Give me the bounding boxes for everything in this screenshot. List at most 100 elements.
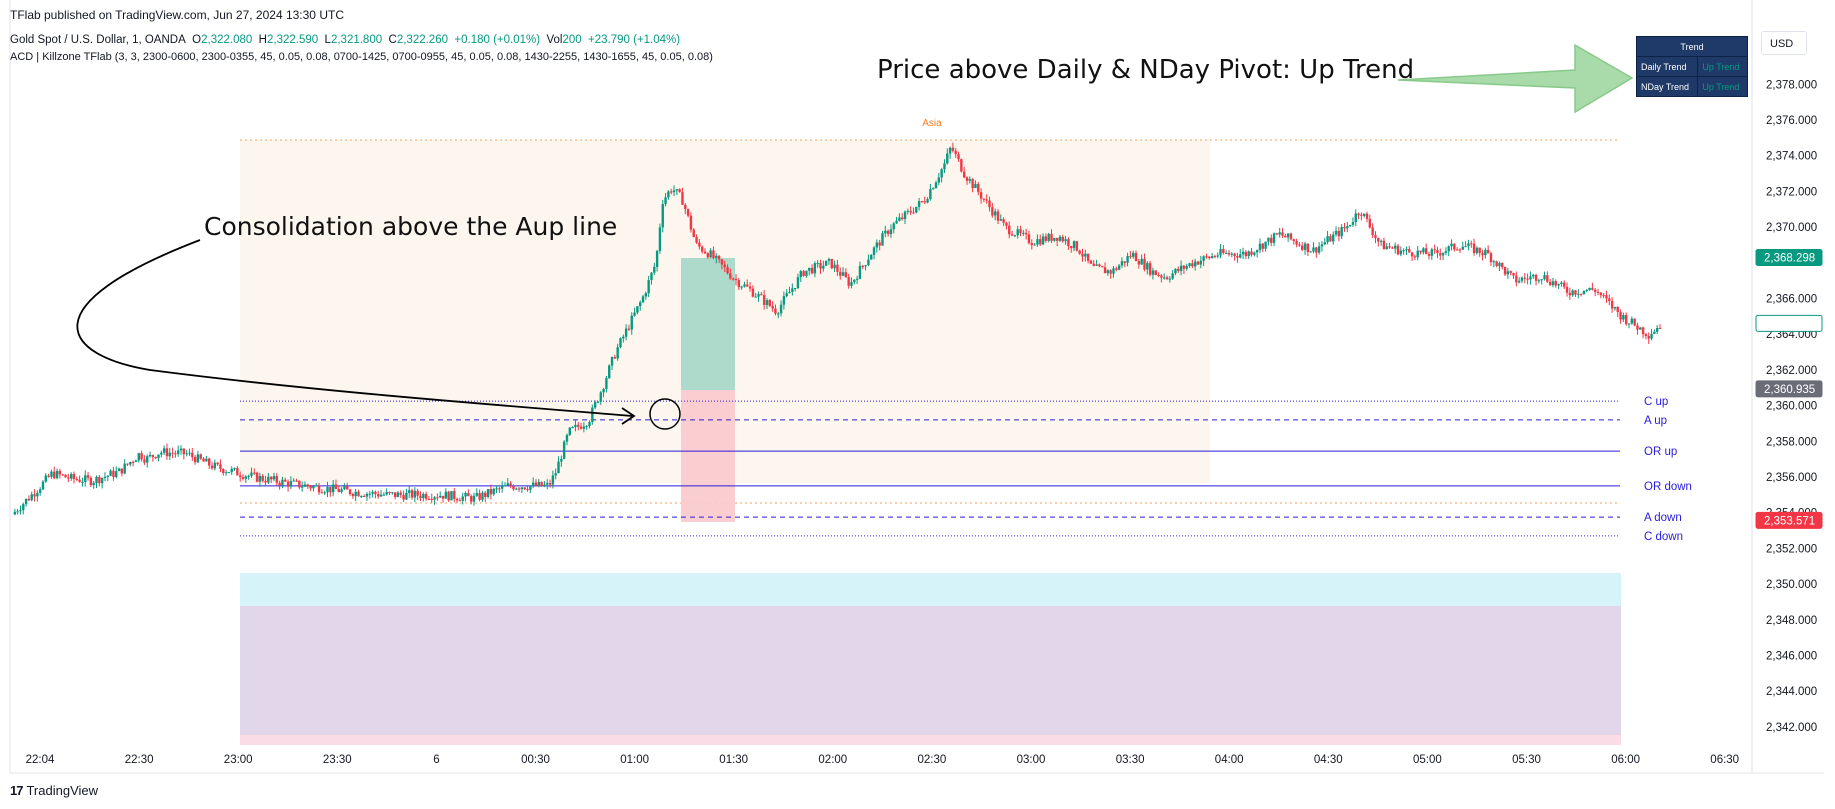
candle-body [639,302,642,307]
candle-body [577,424,580,427]
candle-body [16,511,19,513]
candle-body [379,494,383,497]
candle-body [1517,280,1521,283]
candle-body [444,491,448,499]
x-tick-label: 02:30 [918,754,947,766]
candle-body [1109,270,1112,274]
long-position-profit-zone[interactable] [681,258,735,390]
candle-body [1379,240,1383,242]
candle-body [202,458,205,462]
currency-button[interactable]: USD [1761,31,1807,55]
candle-body [238,475,242,478]
candle-body [84,475,87,482]
candle-body [717,255,721,260]
candle-body [1177,268,1180,271]
candle-body [951,147,955,151]
volume-change: +23.790 (+1.04%) [588,34,681,46]
candle-body [486,489,490,497]
candle-body [1467,243,1470,247]
candle-body [616,347,619,359]
candle-body [489,489,493,495]
candle-body [269,476,273,480]
candle-body [416,490,419,496]
candle-body [410,490,414,498]
candle-body [796,277,800,289]
candle-body [196,454,200,463]
candle-body [1168,278,1172,280]
candle-body [881,233,884,246]
candle-body [438,495,442,498]
candle-body [878,242,881,246]
symbol-name[interactable]: Gold Spot / U.S. Dollar, 1, OANDA [10,34,186,46]
candle-body [255,472,259,482]
candle-body [613,357,617,359]
candle-body [1653,331,1656,334]
candle-body [120,468,124,474]
candle-body [1647,336,1650,339]
candle-body [174,453,177,455]
candle-body [419,495,422,499]
y-axis[interactable]: 2,378.000 2,376.000 2,374.000 2,372.000 2,37… [1766,79,1817,734]
candle-body [1591,287,1594,290]
trend-table: Trend Daily Trend Up Trend NDay Trend Up… [1635,36,1748,97]
candle-body [1298,244,1301,246]
candle-body [557,461,560,474]
y-tick-label: 2,366.000 [1766,294,1817,306]
candle-body [1255,250,1259,253]
indicator-legend[interactable]: ACD | Killzone TFlab (3, 3, 2300-0600, 2… [10,51,713,63]
candle-body [193,457,197,463]
candle-body [1486,249,1490,254]
candle-body [517,488,521,490]
candle-body [143,459,146,463]
candle-body [1117,265,1121,270]
candle-body [393,492,397,497]
candle-body [1275,233,1279,235]
candle-body [1475,247,1479,254]
candle-body [706,253,710,258]
candle-body [1140,258,1143,265]
candle-body [1579,293,1583,295]
candle-body [464,493,467,497]
tradingview-logo[interactable]: 17 TradingView [10,783,98,798]
candle-body [1594,289,1597,292]
candle-body [1267,237,1270,242]
candle-body [1348,224,1352,227]
candle-body [1160,275,1163,278]
candle-body [399,492,402,495]
open-value: 2,322.080 [201,34,253,46]
x-axis[interactable]: 22:04 22:30 23:00 23:30 6 00:30 01:00 01:30 02:0… [26,754,1739,766]
candle-body [754,296,757,298]
long-position-loss-zone[interactable] [681,390,735,522]
candle-body [1585,290,1588,292]
x-tick-label: 22:30 [125,754,154,766]
candle-body [1261,243,1264,249]
candle-body [509,483,512,487]
candle-body [692,229,695,238]
close-value: 2,322.260 [396,34,448,46]
candle-body [1393,245,1397,249]
candle-body [30,494,33,501]
candle-body [1532,274,1535,277]
candle-body [1498,262,1501,267]
candle-body [1281,232,1284,236]
pivot-arrow [1397,43,1634,114]
candle-body [58,470,62,475]
candle-body [940,169,943,178]
candle-body [1219,249,1222,256]
candle-body [898,217,901,221]
candle-body [1636,325,1639,330]
candle-body [824,260,828,266]
candle-body [917,201,921,207]
candle-body [1461,246,1465,250]
candle-body [810,267,814,274]
candle-body [292,480,295,482]
candle-body [405,492,408,500]
candle-body [1326,236,1329,243]
candle-body [912,212,915,214]
candle-body [1146,263,1149,270]
candle-body [1571,290,1574,296]
candle-body [1289,233,1293,240]
candle-body [599,392,602,402]
candle-body [641,296,645,303]
